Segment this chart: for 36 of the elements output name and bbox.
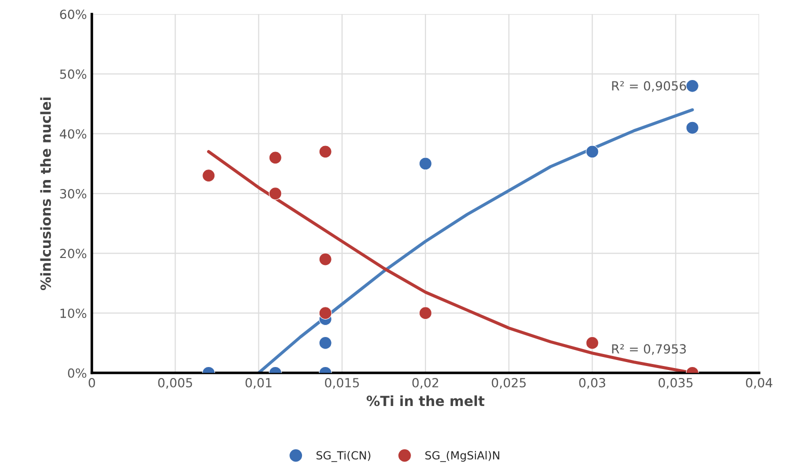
- y-tick-label: 30%: [60, 188, 86, 198]
- point: [686, 79, 699, 92]
- x-tick-label: 0,005: [158, 378, 192, 389]
- y-tick-label: 40%: [60, 129, 86, 139]
- legend-label: SG_(MgSiAl)N: [425, 450, 500, 462]
- point: [318, 252, 332, 266]
- x-axis-title: %Ti in the melt: [366, 395, 484, 406]
- point: [686, 121, 699, 134]
- annotation: R² = 0,7953: [612, 344, 686, 355]
- y-tick-label: 0%: [68, 368, 86, 378]
- y-tick-label: 50%: [60, 69, 86, 79]
- point: [318, 145, 332, 158]
- y-axis-title: %inlcusions in the nuclei: [40, 98, 51, 290]
- x-tick-label: 0,015: [324, 378, 359, 389]
- x-tick-label: 0,025: [492, 378, 526, 389]
- x-tick-label: 0,01: [246, 378, 272, 389]
- y-tick-label: 60%: [60, 10, 86, 20]
- line-series: [257, 108, 694, 373]
- point: [268, 151, 282, 164]
- y-tick-label: 20%: [60, 248, 86, 258]
- point: [418, 157, 432, 170]
- x-tick-label: 0,02: [412, 378, 438, 389]
- point: [268, 187, 282, 200]
- point: [318, 306, 332, 320]
- point: [318, 336, 332, 350]
- point: [202, 169, 216, 182]
- x-tick-label: 0: [88, 378, 95, 388]
- point: [418, 306, 432, 320]
- y-tick-label: 10%: [60, 308, 86, 318]
- annotation: R² = 0,9056: [612, 81, 686, 92]
- legend-label: SG_Ti(CN): [316, 450, 370, 462]
- point: [586, 336, 599, 350]
- x-tick-label: 0,03: [579, 378, 606, 389]
- x-tick-label: 0,04: [746, 378, 772, 389]
- x-tick-label: 0,035: [658, 378, 692, 389]
- point: [586, 145, 599, 158]
